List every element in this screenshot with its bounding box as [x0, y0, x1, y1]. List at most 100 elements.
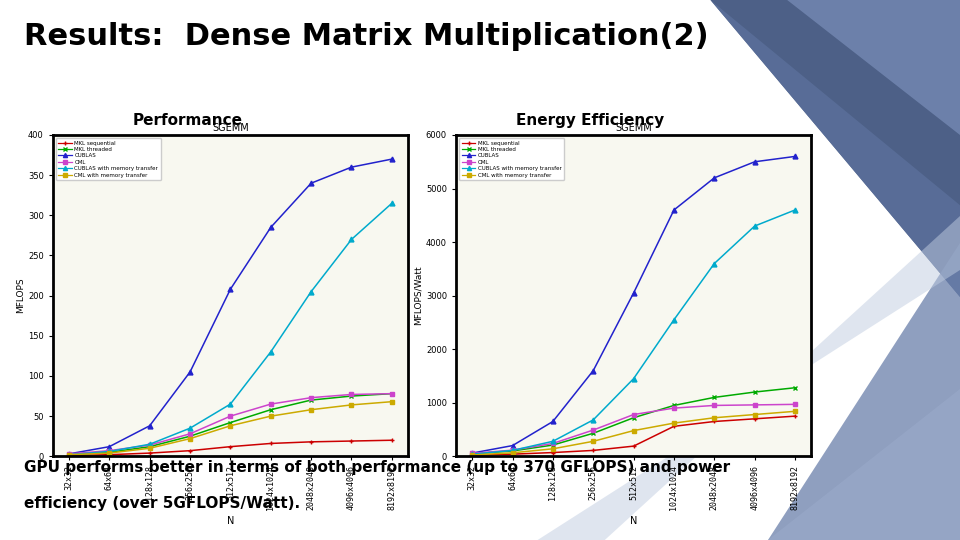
CML — [628, 411, 639, 418]
CUBLAS — [708, 174, 720, 181]
Line: MKL threaded: MKL threaded — [66, 391, 395, 457]
Title: SGEMM: SGEMM — [615, 123, 652, 133]
CML — [588, 427, 599, 433]
CML — [346, 391, 357, 397]
CML — [184, 430, 196, 437]
CML — [144, 442, 156, 448]
CML with memory transfer — [265, 413, 276, 420]
CML with memory transfer — [507, 450, 518, 456]
MKL threaded — [265, 407, 276, 413]
MKL threaded — [708, 394, 720, 401]
CML with memory transfer — [225, 422, 236, 429]
CUBLAS with memory transfer — [144, 441, 156, 448]
Line: CUBLAS with memory transfer: CUBLAS with memory transfer — [66, 201, 395, 457]
MKL threaded — [547, 442, 559, 448]
CUBLAS — [588, 367, 599, 374]
MKL sequential — [668, 423, 680, 429]
CML with memory transfer — [346, 402, 357, 408]
Polygon shape — [710, 0, 960, 297]
CML with memory transfer — [547, 446, 559, 452]
CUBLAS — [305, 180, 317, 186]
MKL sequential — [507, 451, 518, 457]
CML — [789, 401, 801, 408]
MKL threaded — [104, 449, 115, 456]
Text: Energy Efficiency: Energy Efficiency — [516, 113, 664, 129]
MKL threaded — [386, 390, 397, 397]
MKL sequential — [386, 437, 397, 443]
CML with memory transfer — [749, 411, 760, 418]
Line: CUBLAS: CUBLAS — [469, 154, 798, 456]
CML — [265, 401, 276, 407]
CUBLAS with memory transfer — [588, 417, 599, 423]
CML — [63, 451, 75, 457]
MKL threaded — [63, 451, 75, 458]
CUBLAS — [386, 156, 397, 163]
CUBLAS — [789, 153, 801, 160]
Title: SGEMM: SGEMM — [212, 123, 249, 133]
Y-axis label: MFLOPS/Watt: MFLOPS/Watt — [414, 266, 423, 326]
Text: Results:  Dense Matrix Multiplication(2): Results: Dense Matrix Multiplication(2) — [24, 22, 708, 51]
MKL sequential — [305, 438, 317, 445]
MKL sequential — [467, 452, 478, 458]
CML — [104, 448, 115, 454]
CUBLAS — [547, 418, 559, 425]
MKL sequential — [708, 418, 720, 425]
MKL sequential — [63, 453, 75, 459]
MKL sequential — [144, 450, 156, 456]
CML — [305, 394, 317, 401]
CUBLAS — [346, 164, 357, 171]
CML with memory transfer — [104, 450, 115, 456]
MKL sequential — [225, 443, 236, 450]
Polygon shape — [576, 0, 960, 297]
CML — [467, 450, 478, 457]
CUBLAS with memory transfer — [386, 200, 397, 206]
MKL sequential — [789, 413, 801, 420]
CUBLAS — [104, 443, 115, 450]
Legend: MKL sequential, MKL threaded, CUBLAS, CML, CUBLAS with memory transfer, CML with: MKL sequential, MKL threaded, CUBLAS, CM… — [56, 138, 161, 180]
CML with memory transfer — [184, 435, 196, 442]
CUBLAS with memory transfer — [507, 447, 518, 454]
Line: CUBLAS: CUBLAS — [66, 157, 395, 456]
MKL threaded — [789, 384, 801, 391]
CUBLAS — [467, 450, 478, 456]
MKL threaded — [225, 420, 236, 426]
CML with memory transfer — [708, 415, 720, 421]
CUBLAS with memory transfer — [265, 349, 276, 355]
MKL sequential — [628, 443, 639, 449]
Line: CML: CML — [66, 391, 395, 456]
CUBLAS — [265, 224, 276, 231]
CUBLAS with memory transfer — [184, 425, 196, 431]
Text: efficiency (over 5GFLOPS/Watt).: efficiency (over 5GFLOPS/Watt). — [24, 496, 300, 511]
CML with memory transfer — [305, 407, 317, 413]
CUBLAS with memory transfer — [305, 288, 317, 295]
MKL sequential — [346, 438, 357, 444]
Y-axis label: MFLOPS: MFLOPS — [16, 278, 25, 313]
Line: MKL sequential: MKL sequential — [469, 414, 798, 458]
CUBLAS — [628, 290, 639, 296]
CUBLAS with memory transfer — [104, 448, 115, 455]
MKL threaded — [628, 415, 639, 421]
Line: CML: CML — [469, 402, 798, 456]
Polygon shape — [595, 243, 960, 540]
CUBLAS — [144, 422, 156, 429]
Polygon shape — [787, 0, 960, 135]
Line: CML with memory transfer: CML with memory transfer — [469, 409, 798, 457]
CML with memory transfer — [386, 399, 397, 405]
CUBLAS with memory transfer — [749, 223, 760, 230]
CUBLAS — [749, 159, 760, 165]
MKL threaded — [749, 389, 760, 395]
CUBLAS with memory transfer — [789, 207, 801, 213]
CML — [225, 413, 236, 420]
MKL threaded — [346, 393, 357, 399]
CML — [749, 402, 760, 408]
MKL sequential — [184, 448, 196, 454]
CUBLAS — [63, 451, 75, 457]
Line: MKL sequential: MKL sequential — [66, 438, 395, 458]
MKL threaded — [467, 451, 478, 457]
CML with memory transfer — [467, 452, 478, 458]
CUBLAS with memory transfer — [467, 451, 478, 457]
CUBLAS — [507, 442, 518, 449]
MKL threaded — [144, 443, 156, 450]
CUBLAS — [184, 369, 196, 375]
CML with memory transfer — [144, 445, 156, 451]
